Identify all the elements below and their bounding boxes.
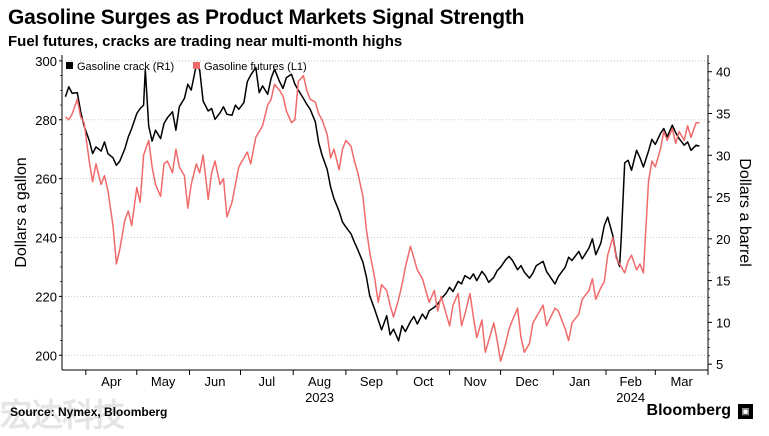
legend-swatch: [193, 62, 200, 69]
x-tick-label: Apr: [101, 374, 122, 389]
right-tick-label: 5: [716, 357, 723, 372]
x-tick-label: Mar: [670, 374, 693, 389]
right-tick-label: 40: [716, 65, 730, 80]
left-tick-label: 200: [35, 348, 57, 363]
x-tick-label: Feb: [619, 374, 641, 389]
right-tick-label: 10: [716, 315, 730, 330]
legend-swatch: [66, 62, 73, 69]
right-tick-label: 30: [716, 148, 730, 163]
x-tick-label: Aug: [308, 374, 331, 389]
right-axis-title: Dollars a barrel: [736, 158, 753, 266]
left-tick-label: 280: [35, 113, 57, 128]
x-year-label: 2023: [305, 390, 334, 405]
x-tick-label: Dec: [515, 374, 539, 389]
left-tick-label: 260: [35, 172, 57, 187]
right-tick-label: 25: [716, 190, 730, 205]
left-axis-title: Dollars a gallon: [13, 157, 30, 267]
x-tick-label: Sep: [360, 374, 383, 389]
brand-logo: Bloomberg: [646, 402, 731, 419]
watermark: 宏达科技: [0, 396, 125, 434]
right-tick-label: 15: [716, 274, 730, 289]
series-line-gasoline-crack: [64, 64, 700, 342]
x-tick-label: Jul: [259, 374, 276, 389]
x-year-label: 2024: [616, 390, 645, 405]
left-tick-label: 220: [35, 289, 57, 304]
series-line-gasoline-futures: [64, 74, 700, 362]
bloomberg-terminal-icon: ▣: [738, 404, 753, 419]
left-tick-label: 300: [35, 54, 57, 69]
source-note: Source: Nymex, Bloomberg: [10, 405, 168, 419]
x-tick-label: Jan: [569, 374, 590, 389]
x-tick-label: May: [151, 374, 176, 389]
chart-title: Gasoline Surges as Product Markets Signa…: [8, 6, 525, 29]
chart-subtitle: Fuel futures, cracks are trading near mu…: [8, 33, 403, 50]
legend-label: Gasoline crack (R1): [77, 61, 174, 73]
legend-label: Gasoline futures (L1): [204, 61, 307, 73]
x-tick-label: Oct: [413, 374, 434, 389]
right-tick-label: 20: [716, 232, 730, 247]
right-tick-label: 35: [716, 106, 730, 121]
x-tick-label: Nov: [464, 374, 488, 389]
x-tick-label: Jun: [205, 374, 226, 389]
left-tick-label: 240: [35, 231, 57, 246]
